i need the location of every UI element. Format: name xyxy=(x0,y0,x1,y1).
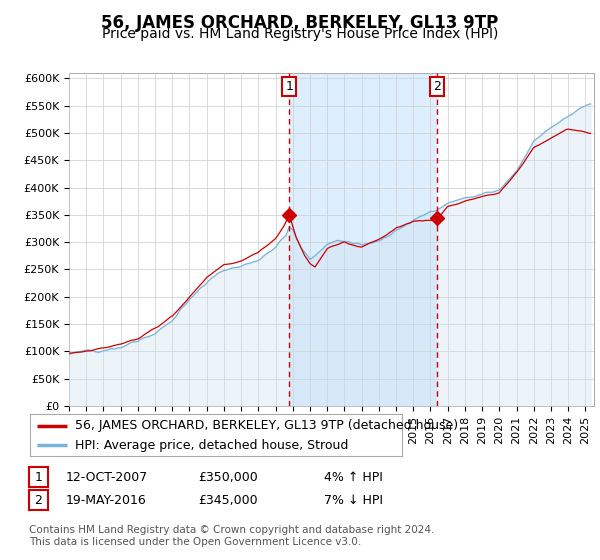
Text: 2: 2 xyxy=(433,80,441,92)
Text: 7% ↓ HPI: 7% ↓ HPI xyxy=(324,493,383,507)
Text: 56, JAMES ORCHARD, BERKELEY, GL13 9TP: 56, JAMES ORCHARD, BERKELEY, GL13 9TP xyxy=(101,14,499,32)
Text: 19-MAY-2016: 19-MAY-2016 xyxy=(66,493,147,507)
Text: HPI: Average price, detached house, Stroud: HPI: Average price, detached house, Stro… xyxy=(74,438,348,451)
Text: Contains HM Land Registry data © Crown copyright and database right 2024.
This d: Contains HM Land Registry data © Crown c… xyxy=(29,525,434,547)
Bar xyxy=(289,73,437,406)
Text: £345,000: £345,000 xyxy=(198,493,257,507)
Text: 56, JAMES ORCHARD, BERKELEY, GL13 9TP (detached house): 56, JAMES ORCHARD, BERKELEY, GL13 9TP (d… xyxy=(74,419,458,432)
Text: 12-OCT-2007: 12-OCT-2007 xyxy=(66,470,148,484)
Text: 4% ↑ HPI: 4% ↑ HPI xyxy=(324,470,383,484)
Text: 1: 1 xyxy=(285,80,293,92)
Text: Price paid vs. HM Land Registry's House Price Index (HPI): Price paid vs. HM Land Registry's House … xyxy=(102,27,498,41)
Text: 1: 1 xyxy=(34,470,43,484)
Text: £350,000: £350,000 xyxy=(198,470,258,484)
Text: 2: 2 xyxy=(34,493,43,507)
